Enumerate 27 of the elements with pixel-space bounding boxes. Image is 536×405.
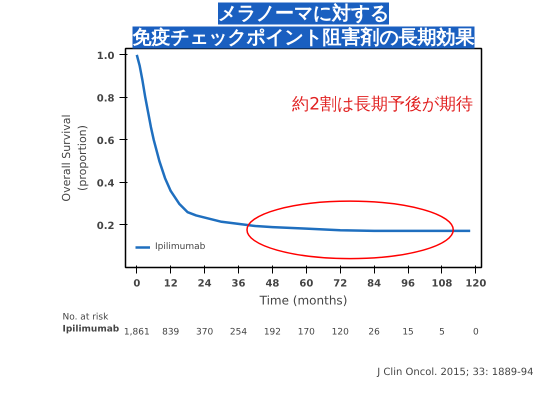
text: J Clin Oncol. 2015; 33: 1889-94 (376, 367, 534, 378)
text: No. at risk (62, 312, 110, 322)
x-tick-label: 60 (299, 278, 314, 290)
y-axis-title: Overall Survival (proportion) (60, 114, 89, 202)
chart-title: メラノーマに対する (218, 2, 389, 24)
x-tick-label: 84 (367, 278, 382, 290)
x-tick-label: 108 (432, 278, 452, 290)
line-series (136, 54, 472, 232)
y-tick-label: 0.8 (96, 93, 115, 104)
annotation: 約2割は長期予後が期待 (292, 94, 474, 114)
y-tick-label: 0.2 (96, 220, 115, 232)
y-tick-label: 0.6 (96, 136, 115, 147)
x-tick-label: 72 (333, 278, 348, 290)
x-axis-title: Time (months) (258, 294, 348, 308)
chart-subtitle: 免疫チェックポイント阻害剤の長期効果 (132, 26, 476, 48)
legend-label: Ipilimumab (155, 242, 206, 252)
x-tick-label: 120 (465, 278, 486, 290)
x-tick-label: 12 (164, 278, 178, 290)
x-tick-label: 48 (265, 278, 280, 290)
x-tick-label: 36 (232, 278, 246, 290)
text: Ipilimumab (62, 324, 120, 334)
y-tick-label: 0.4 (96, 178, 115, 190)
x-tick-label: 0 (133, 278, 140, 290)
x-tick-label: 24 (198, 278, 212, 290)
x-tick-label: 96 (401, 278, 416, 290)
y-tick-label: 1.0 (96, 50, 115, 62)
text: 1,861 839 370 254 192 170 120 26 15 5 0 (124, 328, 479, 338)
